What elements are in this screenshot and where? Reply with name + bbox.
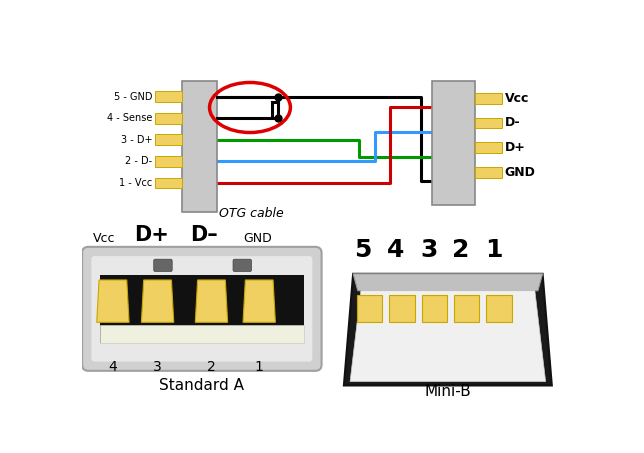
Bar [475,167,502,178]
Text: 5: 5 [354,238,372,262]
FancyBboxPatch shape [82,247,321,371]
Bar [155,178,182,188]
Text: GND: GND [505,166,536,178]
Bar [475,142,502,153]
Bar [475,93,502,104]
Polygon shape [353,274,542,291]
Text: 5 - GND: 5 - GND [114,92,152,102]
Text: 2 - D-: 2 - D- [125,156,152,166]
Text: 4 - Sense: 4 - Sense [107,113,152,123]
Polygon shape [422,295,447,322]
Bar [433,81,475,204]
Text: Standard A: Standard A [159,378,244,393]
Polygon shape [454,295,479,322]
Bar [155,156,182,167]
Text: GND: GND [243,232,272,246]
Text: OTG cable: OTG cable [219,207,284,220]
Polygon shape [357,295,383,322]
Polygon shape [195,280,227,323]
Bar [155,92,182,102]
Text: Vcc: Vcc [93,232,115,246]
Polygon shape [97,280,129,323]
Text: 3: 3 [153,360,162,374]
Text: 4: 4 [387,238,404,262]
Polygon shape [486,295,512,322]
Bar [155,113,182,124]
FancyBboxPatch shape [233,259,252,271]
Bar [100,325,304,343]
Bar [475,117,502,128]
Bar [100,275,304,343]
Text: 3 - D+: 3 - D+ [120,135,152,145]
FancyBboxPatch shape [154,259,172,271]
Text: 2: 2 [207,360,216,374]
Text: 1 - Vcc: 1 - Vcc [119,178,152,188]
Text: 4: 4 [109,360,117,374]
Text: D-: D- [505,116,520,130]
Text: D+: D+ [505,141,526,154]
Text: 2: 2 [452,238,469,262]
Polygon shape [344,274,552,386]
Polygon shape [142,280,174,323]
Text: 3: 3 [420,238,437,262]
Text: Mini-B: Mini-B [424,384,471,400]
Bar [182,81,217,212]
Text: 1: 1 [255,360,263,374]
Polygon shape [243,280,276,323]
Polygon shape [390,295,415,322]
Text: Vcc: Vcc [505,92,529,105]
Text: D+: D+ [134,225,169,246]
Polygon shape [350,291,545,381]
FancyBboxPatch shape [91,256,312,361]
Bar [155,135,182,145]
Text: 1: 1 [486,238,503,262]
Text: D–: D– [190,225,218,246]
